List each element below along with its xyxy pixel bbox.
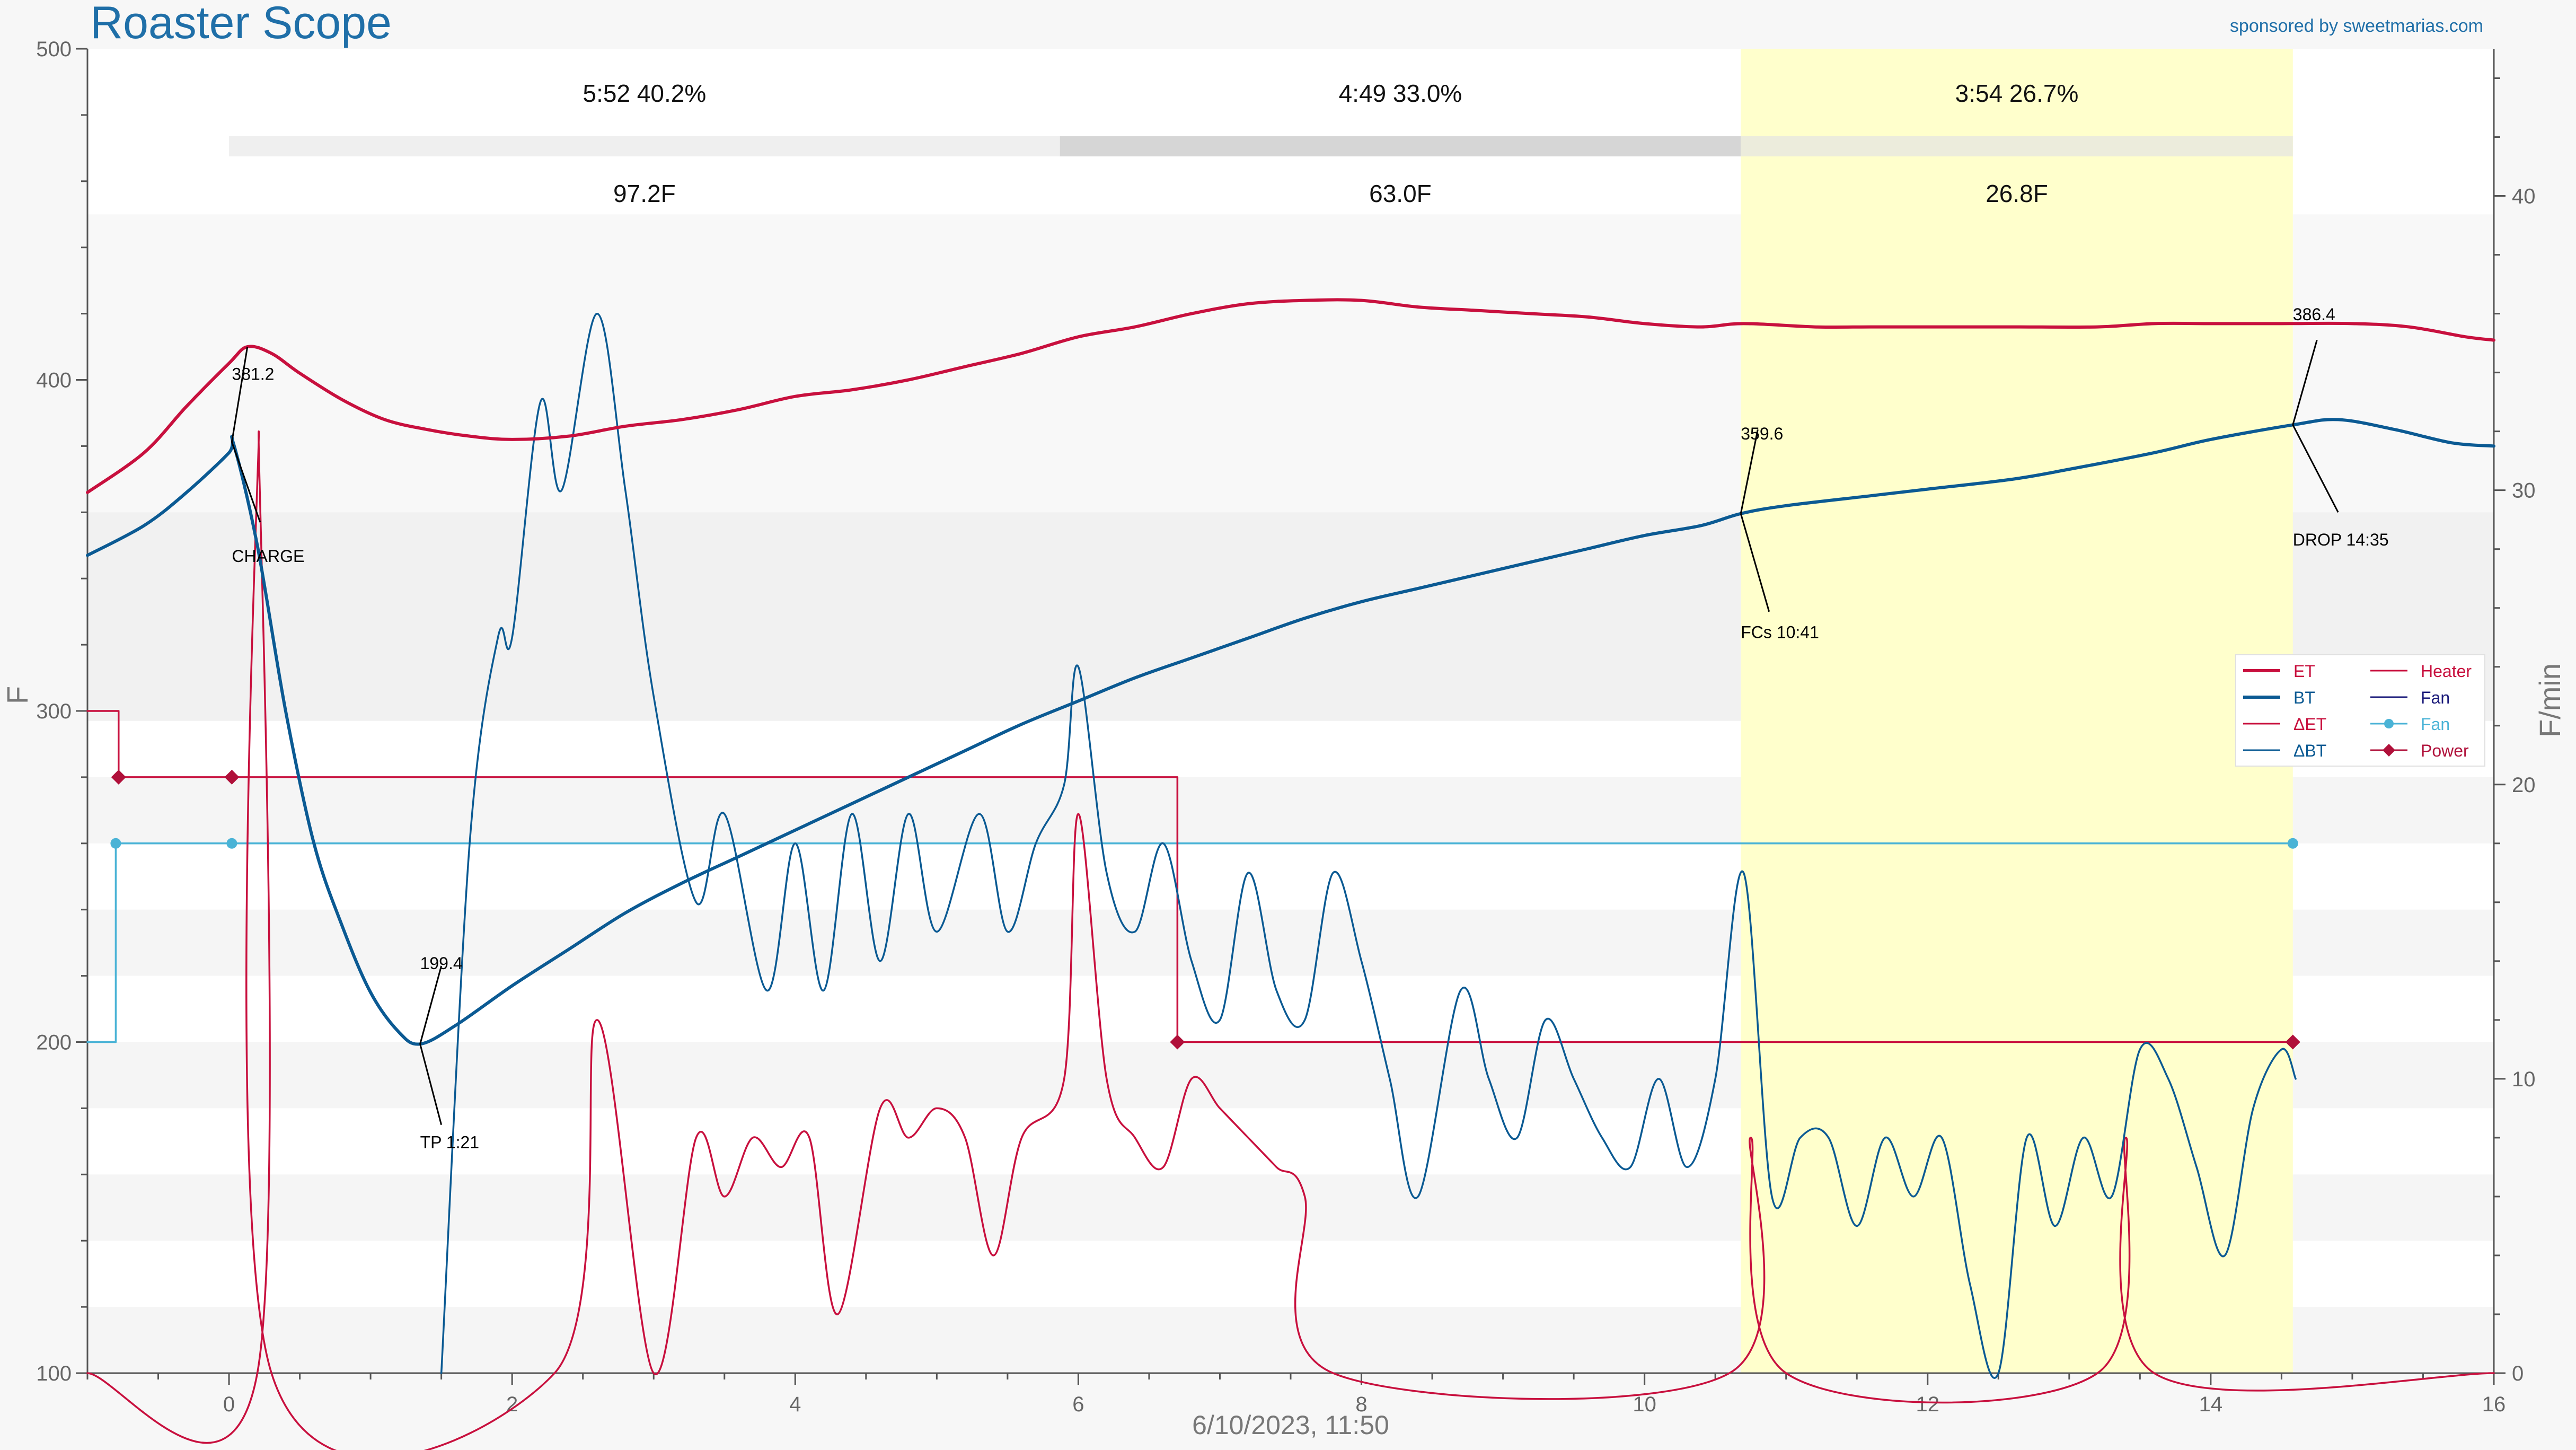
legend-label[interactable]: Power (2421, 741, 2469, 760)
x-tick-label: 0 (223, 1393, 235, 1416)
legend-label[interactable]: ET (2293, 662, 2315, 681)
legend-diamond-marker (2383, 744, 2395, 757)
phase-time-label: 5:52 40.2% (583, 80, 707, 107)
event-name-label: CHARGE (232, 547, 304, 566)
fan-marker (110, 838, 121, 849)
x-axis-label: 6/10/2023, 11:50 (1192, 1410, 1389, 1440)
event-annotations: 381.2 CHARGE 199.4 TP 1:21 359.6 FCs 10:41 386… (231, 305, 2389, 1152)
event-leader-line (2292, 340, 2318, 425)
fan-marker (2287, 838, 2298, 849)
y-tick-label: 100 (36, 1362, 72, 1385)
delta-et-series-line (86, 430, 2495, 1450)
phase-time-label: 3:54 26.7% (1955, 80, 2079, 107)
legend-label[interactable]: Heater (2421, 662, 2472, 681)
phase-delta-label: 63.0F (1369, 180, 1432, 207)
x-tick-label: 6 (1072, 1393, 1084, 1416)
y2-tick-label: 40 (2512, 185, 2536, 208)
legend-box (2235, 654, 2485, 767)
y-tick-label: 500 (36, 38, 72, 61)
delta-bt-series-line (440, 312, 2297, 1379)
event-leader-line (419, 965, 443, 1044)
power-marker (1170, 1034, 1185, 1050)
phase-bar (1741, 136, 2293, 156)
event-leader-line (2292, 424, 2339, 513)
chart-background (87, 49, 2494, 1373)
y2-axis-label: F/min (2533, 663, 2566, 737)
development-phase-highlight (1741, 49, 2293, 1373)
y2-tick-label: 30 (2512, 479, 2536, 503)
x-tick-label: 12 (1916, 1393, 1940, 1416)
event-name-label: FCs 10:41 (1741, 623, 1819, 642)
x-tick-label: 10 (1633, 1393, 1656, 1416)
power-marker (111, 769, 126, 785)
legend-label[interactable]: Fan (2421, 715, 2450, 734)
event-value-label: 359.6 (1741, 424, 1783, 443)
y2-tick-label: 10 (2512, 1068, 2536, 1091)
y-tick-label: 200 (36, 1031, 72, 1054)
phase-bars: 5:52 40.2% 97.2F 4:49 33.0% 63.0F 3:54 26.7%… (229, 80, 2293, 207)
power-marker (2285, 1034, 2300, 1050)
event-value-label: 386.4 (2293, 305, 2335, 324)
legend-label[interactable]: ΔET (2293, 715, 2326, 734)
y2-tick-label: 20 (2512, 774, 2536, 797)
legend-dot-marker (2384, 719, 2394, 728)
legend[interactable]: ET Heater BT Fan ΔET Fan ΔBT Power (2235, 654, 2485, 767)
event-leader-line (231, 442, 261, 523)
x-tick-label: 8 (1355, 1393, 1367, 1416)
event-leader-line (1740, 513, 1770, 612)
legend-label[interactable]: BT (2293, 688, 2315, 707)
phase-delta-label: 26.8F (1986, 180, 2048, 207)
fan-series-line (86, 842, 2294, 1043)
phase-delta-label: 97.2F (613, 180, 676, 207)
series (86, 298, 2495, 1450)
power-marker (224, 769, 240, 785)
et-series-line (86, 298, 2495, 494)
x-tick-label: 14 (2199, 1393, 2223, 1416)
phase-time-label: 4:49 33.0% (1339, 80, 1462, 107)
phase-bar (1060, 136, 1741, 156)
app-title: Roaster Scope (90, 0, 392, 48)
phase-bar (229, 136, 1060, 156)
y-tick-label: 400 (36, 369, 72, 392)
y2-tick-label: 0 (2512, 1362, 2524, 1385)
event-value-label: 199.4 (420, 954, 463, 973)
event-leader-line (1740, 429, 1759, 514)
event-name-label: DROP 14:35 (2293, 530, 2389, 549)
y-tick-label: 300 (36, 700, 72, 723)
bt-series-line (86, 418, 2495, 1046)
x-tick-label: 16 (2482, 1393, 2506, 1416)
event-leader-line (231, 346, 249, 443)
sponsor-link[interactable]: sponsored by sweetmarias.com (2229, 16, 2483, 36)
y-axis-label: F (1, 686, 34, 704)
heater-series-line (86, 710, 2294, 1043)
legend-label[interactable]: ΔBT (2293, 741, 2326, 760)
fan-marker (226, 838, 237, 849)
event-value-label: 381.2 (232, 365, 274, 384)
event-leader-line (419, 1043, 443, 1126)
legend-label[interactable]: Fan (2421, 688, 2450, 707)
event-name-label: TP 1:21 (420, 1132, 479, 1152)
x-tick-label: 4 (789, 1393, 801, 1416)
